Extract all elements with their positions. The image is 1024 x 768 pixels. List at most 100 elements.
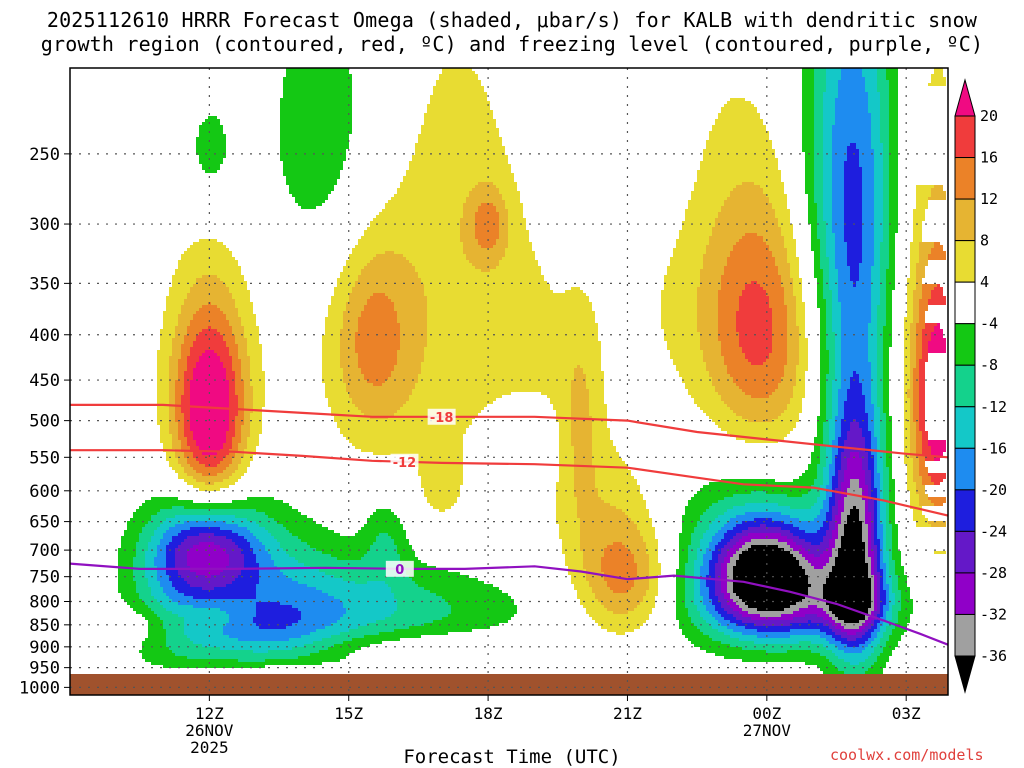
omega-cell — [784, 548, 793, 551]
omega-cell — [874, 197, 883, 200]
omega-cell — [184, 374, 193, 377]
omega-cell — [835, 371, 841, 374]
omega-cell — [592, 446, 616, 449]
omega-cell — [172, 281, 196, 284]
omega-cell — [901, 608, 913, 611]
omega-cell — [646, 548, 658, 551]
omega-cell — [325, 332, 340, 335]
omega-cell — [265, 512, 301, 515]
omega-cell — [706, 248, 733, 251]
omega-cell — [859, 452, 868, 455]
omega-cell — [358, 530, 406, 533]
omega-cell — [748, 611, 793, 614]
omega-cell — [820, 371, 829, 374]
omega-cell — [427, 110, 493, 113]
omega-cell — [871, 401, 877, 404]
omega-cell — [679, 371, 709, 374]
omega-cell — [826, 512, 832, 515]
omega-cell — [721, 287, 745, 290]
omega-cell — [874, 428, 880, 431]
omega-cell — [838, 476, 844, 479]
omega-cell — [421, 278, 544, 281]
omega-cell — [634, 584, 649, 587]
omega-cell — [169, 359, 178, 362]
omega-cell — [820, 527, 829, 530]
omega-cell — [817, 470, 823, 473]
omega-cell — [874, 539, 880, 542]
omega-cell — [910, 425, 916, 428]
omega-cell — [187, 551, 226, 554]
omega-cell — [871, 611, 874, 614]
omega-cell — [712, 599, 718, 602]
omega-cell — [148, 584, 160, 587]
omega-cell — [916, 362, 919, 365]
omega-cell — [427, 317, 595, 320]
omega-cell — [571, 578, 586, 581]
omega-cell — [931, 338, 946, 341]
omega-cell — [844, 650, 862, 653]
omega-cell — [166, 455, 175, 458]
omega-cell — [175, 455, 184, 458]
omega-cell — [811, 236, 817, 239]
omega-cell — [892, 590, 901, 593]
omega-cell — [703, 560, 709, 563]
omega-cell — [916, 326, 925, 329]
omega-cell — [862, 182, 874, 185]
omega-cell — [781, 413, 799, 416]
omega-cell — [931, 332, 943, 335]
omega-cell — [337, 422, 472, 425]
omega-cell — [856, 632, 865, 635]
omega-cell — [559, 470, 574, 473]
omega-cell — [874, 179, 883, 182]
omega-cell — [697, 305, 718, 308]
omega-cell — [823, 101, 835, 104]
omega-cell — [916, 431, 922, 434]
omega-cell — [559, 461, 574, 464]
omega-cell — [118, 569, 133, 572]
omega-cell — [325, 326, 343, 329]
omega-cell — [226, 431, 235, 434]
omega-cell — [679, 620, 691, 623]
omega-cell — [910, 449, 916, 452]
omega-cell — [481, 203, 493, 206]
omega-cell — [826, 374, 835, 377]
omega-cell — [880, 122, 889, 125]
omega-cell — [874, 185, 883, 188]
omega-cell — [787, 248, 796, 251]
omega-cell — [298, 203, 322, 206]
omega-cell — [175, 272, 241, 275]
omega-cell — [238, 347, 247, 350]
omega-cell — [877, 374, 883, 377]
omega-cell — [691, 542, 700, 545]
omega-cell — [862, 206, 874, 209]
omega-cell — [871, 593, 874, 596]
omega-cell — [799, 527, 820, 530]
omega-cell — [805, 155, 814, 158]
omega-cell — [904, 389, 907, 392]
omega-cell — [802, 92, 814, 95]
omega-cell — [250, 365, 262, 368]
omega-cell — [889, 635, 901, 638]
omega-cell — [832, 125, 871, 128]
omega-cell — [154, 563, 166, 566]
omega-cell — [871, 539, 874, 542]
omega-cell — [394, 305, 427, 308]
omega-cell — [679, 626, 697, 629]
omega-cell — [325, 386, 346, 389]
omega-cell — [934, 551, 946, 554]
omega-cell — [694, 398, 721, 401]
omega-cell — [697, 554, 703, 557]
omega-cell — [403, 254, 466, 257]
omega-cell — [772, 347, 787, 350]
omega-cell — [913, 215, 925, 218]
omega-cell — [886, 425, 892, 428]
omega-cell — [703, 254, 730, 257]
omega-cell — [400, 335, 427, 338]
omega-cell — [577, 509, 622, 512]
omega-cell — [826, 320, 832, 323]
omega-cell — [601, 497, 643, 500]
omega-cell — [649, 584, 658, 587]
omega-cell — [880, 521, 886, 524]
omega-cell — [865, 509, 868, 512]
omega-cell — [874, 530, 877, 533]
